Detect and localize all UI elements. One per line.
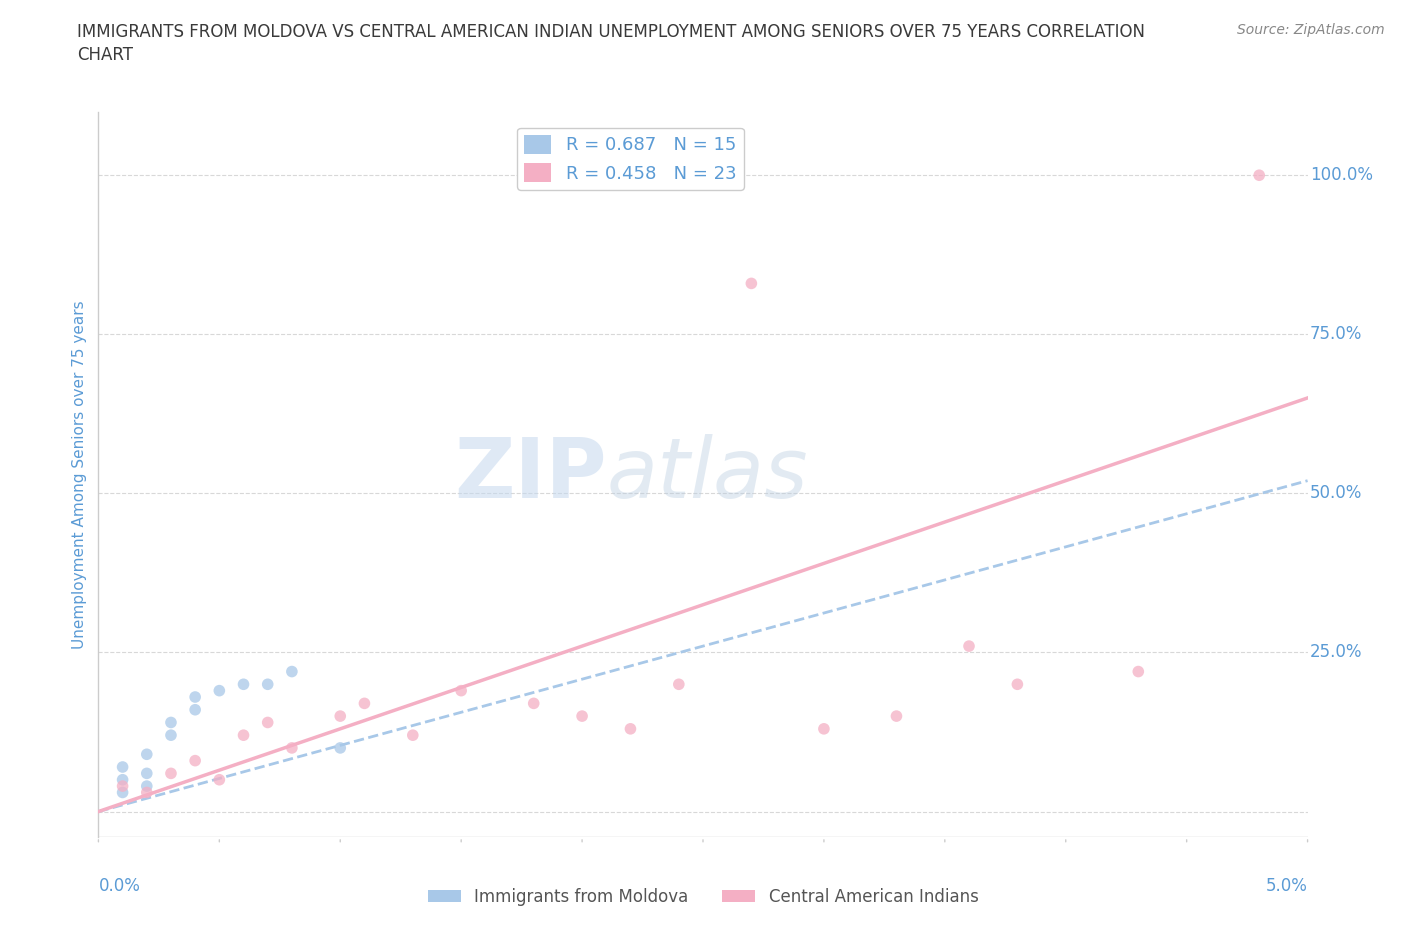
Point [1128, 664, 1150, 679]
Text: 25.0%: 25.0% [1310, 644, 1362, 661]
Point [111, 772, 134, 787]
Point [353, 696, 375, 711]
Point [571, 709, 593, 724]
Point [886, 709, 908, 724]
Point [281, 664, 304, 679]
Point [111, 785, 134, 800]
Text: IMMIGRANTS FROM MOLDOVA VS CENTRAL AMERICAN INDIAN UNEMPLOYMENT AMONG SENIORS OV: IMMIGRANTS FROM MOLDOVA VS CENTRAL AMERI… [77, 23, 1146, 41]
Text: 0.0%: 0.0% [98, 877, 141, 895]
Point [232, 728, 254, 743]
Point [1249, 167, 1271, 182]
Point [402, 728, 425, 743]
Legend: R = 0.687   N = 15, R = 0.458   N = 23: R = 0.687 N = 15, R = 0.458 N = 23 [517, 128, 744, 190]
Point [160, 766, 183, 781]
Point [619, 722, 641, 737]
Text: 50.0%: 50.0% [1310, 485, 1362, 502]
Point [813, 722, 835, 737]
Point [208, 684, 231, 698]
Point [184, 753, 207, 768]
Point [740, 276, 762, 291]
Point [208, 772, 231, 787]
Point [523, 696, 546, 711]
Text: CHART: CHART [77, 46, 134, 64]
Point [184, 689, 207, 704]
Point [668, 677, 690, 692]
Text: Source: ZipAtlas.com: Source: ZipAtlas.com [1237, 23, 1385, 37]
Point [232, 677, 254, 692]
Text: 75.0%: 75.0% [1310, 326, 1362, 343]
Point [256, 715, 278, 730]
Point [135, 785, 157, 800]
Text: 5.0%: 5.0% [1265, 877, 1308, 895]
Point [256, 677, 278, 692]
Point [329, 740, 352, 755]
Legend: Immigrants from Moldova, Central American Indians: Immigrants from Moldova, Central America… [420, 881, 986, 912]
Point [135, 747, 157, 762]
Point [135, 766, 157, 781]
Point [1007, 677, 1029, 692]
Point [135, 778, 157, 793]
Point [160, 728, 183, 743]
Text: ZIP: ZIP [454, 433, 606, 515]
Point [111, 760, 134, 775]
Text: 100.0%: 100.0% [1310, 166, 1374, 184]
Point [957, 639, 980, 654]
Point [450, 684, 472, 698]
Point [329, 709, 352, 724]
Point [111, 778, 134, 793]
Point [160, 715, 183, 730]
Y-axis label: Unemployment Among Seniors over 75 years: Unemployment Among Seniors over 75 years [72, 300, 87, 648]
Point [184, 702, 207, 717]
Text: atlas: atlas [606, 433, 808, 515]
Point [281, 740, 304, 755]
